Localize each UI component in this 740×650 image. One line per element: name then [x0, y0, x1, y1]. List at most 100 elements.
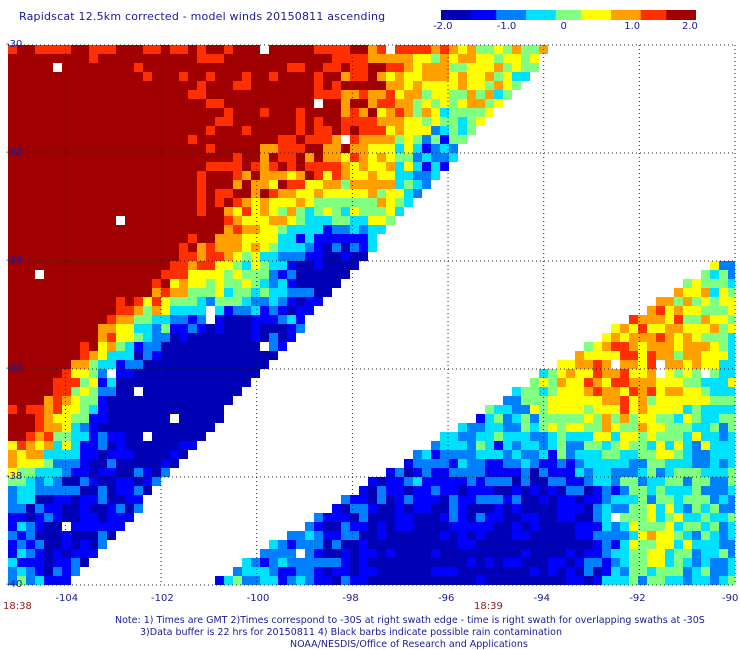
wind-cell [197, 297, 206, 306]
wind-cell [287, 243, 296, 252]
wind-cell [422, 108, 431, 117]
wind-cell [350, 207, 359, 216]
wind-cell [197, 333, 206, 342]
wind-cell [251, 342, 260, 351]
wind-cell [170, 360, 179, 369]
wind-cell [224, 279, 233, 288]
wind-cell [287, 63, 296, 72]
wind-cell [377, 558, 386, 567]
wind-cell [8, 423, 17, 432]
wind-cell [89, 288, 98, 297]
wind-cell [89, 234, 98, 243]
wind-cell [278, 558, 287, 567]
wind-cell [26, 531, 35, 540]
wind-cell [566, 468, 575, 477]
wind-cell [71, 531, 80, 540]
colorbar [441, 10, 696, 20]
wind-cell [269, 162, 278, 171]
wind-cell [152, 333, 161, 342]
wind-cell [593, 477, 602, 486]
wind-cell [26, 540, 35, 549]
wind-cell [467, 558, 476, 567]
wind-cell [35, 459, 44, 468]
wind-cell [656, 333, 665, 342]
wind-cell [152, 315, 161, 324]
wind-cell [593, 558, 602, 567]
wind-cell [314, 171, 323, 180]
wind-cell [35, 333, 44, 342]
wind-cell [134, 108, 143, 117]
wind-cell [215, 45, 224, 54]
wind-cell [530, 504, 539, 513]
wind-cell [413, 531, 422, 540]
wind-cell [323, 540, 332, 549]
wind-cell [53, 558, 62, 567]
wind-cell [197, 162, 206, 171]
wind-cell [521, 405, 530, 414]
wind-cell [692, 441, 701, 450]
wind-cell [701, 396, 710, 405]
wind-cell [116, 459, 125, 468]
wind-cell [557, 396, 566, 405]
wind-cell [179, 342, 188, 351]
wind-cell [71, 216, 80, 225]
wind-cell [80, 324, 89, 333]
wind-cell [62, 351, 71, 360]
wind-cell [296, 126, 305, 135]
wind-cell [440, 54, 449, 63]
wind-cell [8, 144, 17, 153]
wind-cell [530, 432, 539, 441]
wind-cell [188, 216, 197, 225]
wind-cell [17, 468, 26, 477]
wind-cell [404, 576, 413, 585]
wind-cell [197, 225, 206, 234]
wind-cell [71, 450, 80, 459]
wind-cell [152, 423, 161, 432]
wind-cell [395, 99, 404, 108]
wind-cell [332, 540, 341, 549]
wind-cell [17, 99, 26, 108]
wind-cell [656, 459, 665, 468]
wind-cell [35, 504, 44, 513]
wind-cell [305, 189, 314, 198]
wind-cell [494, 540, 503, 549]
wind-cell [566, 441, 575, 450]
wind-cell [197, 243, 206, 252]
wind-cell [188, 171, 197, 180]
wind-cell [602, 495, 611, 504]
wind-cell [188, 324, 197, 333]
wind-cell [404, 522, 413, 531]
wind-cell [116, 324, 125, 333]
wind-cell [53, 45, 62, 54]
wind-cell [494, 513, 503, 522]
wind-cell [161, 333, 170, 342]
wind-cell [512, 549, 521, 558]
wind-cell [44, 531, 53, 540]
wind-cell [125, 387, 134, 396]
wind-cell [143, 63, 152, 72]
wind-cell [251, 234, 260, 243]
wind-cell [575, 540, 584, 549]
wind-cell [350, 153, 359, 162]
wind-cell [728, 459, 735, 468]
wind-cell [611, 549, 620, 558]
wind-cell [314, 153, 323, 162]
wind-cell [305, 171, 314, 180]
wind-cell [17, 558, 26, 567]
wind-cell [620, 423, 629, 432]
colorbar-segment [662, 10, 667, 20]
wind-cell [224, 225, 233, 234]
wind-cell [35, 360, 44, 369]
wind-cell [350, 558, 359, 567]
wind-cell [584, 495, 593, 504]
wind-cell [422, 144, 431, 153]
wind-cell [647, 306, 656, 315]
wind-cell [116, 378, 125, 387]
wind-cell [521, 72, 530, 81]
wind-cell [593, 522, 602, 531]
wind-cell [557, 513, 566, 522]
wind-cell [62, 270, 71, 279]
wind-cell [305, 99, 314, 108]
wind-cell [53, 72, 62, 81]
wind-cell [197, 288, 206, 297]
